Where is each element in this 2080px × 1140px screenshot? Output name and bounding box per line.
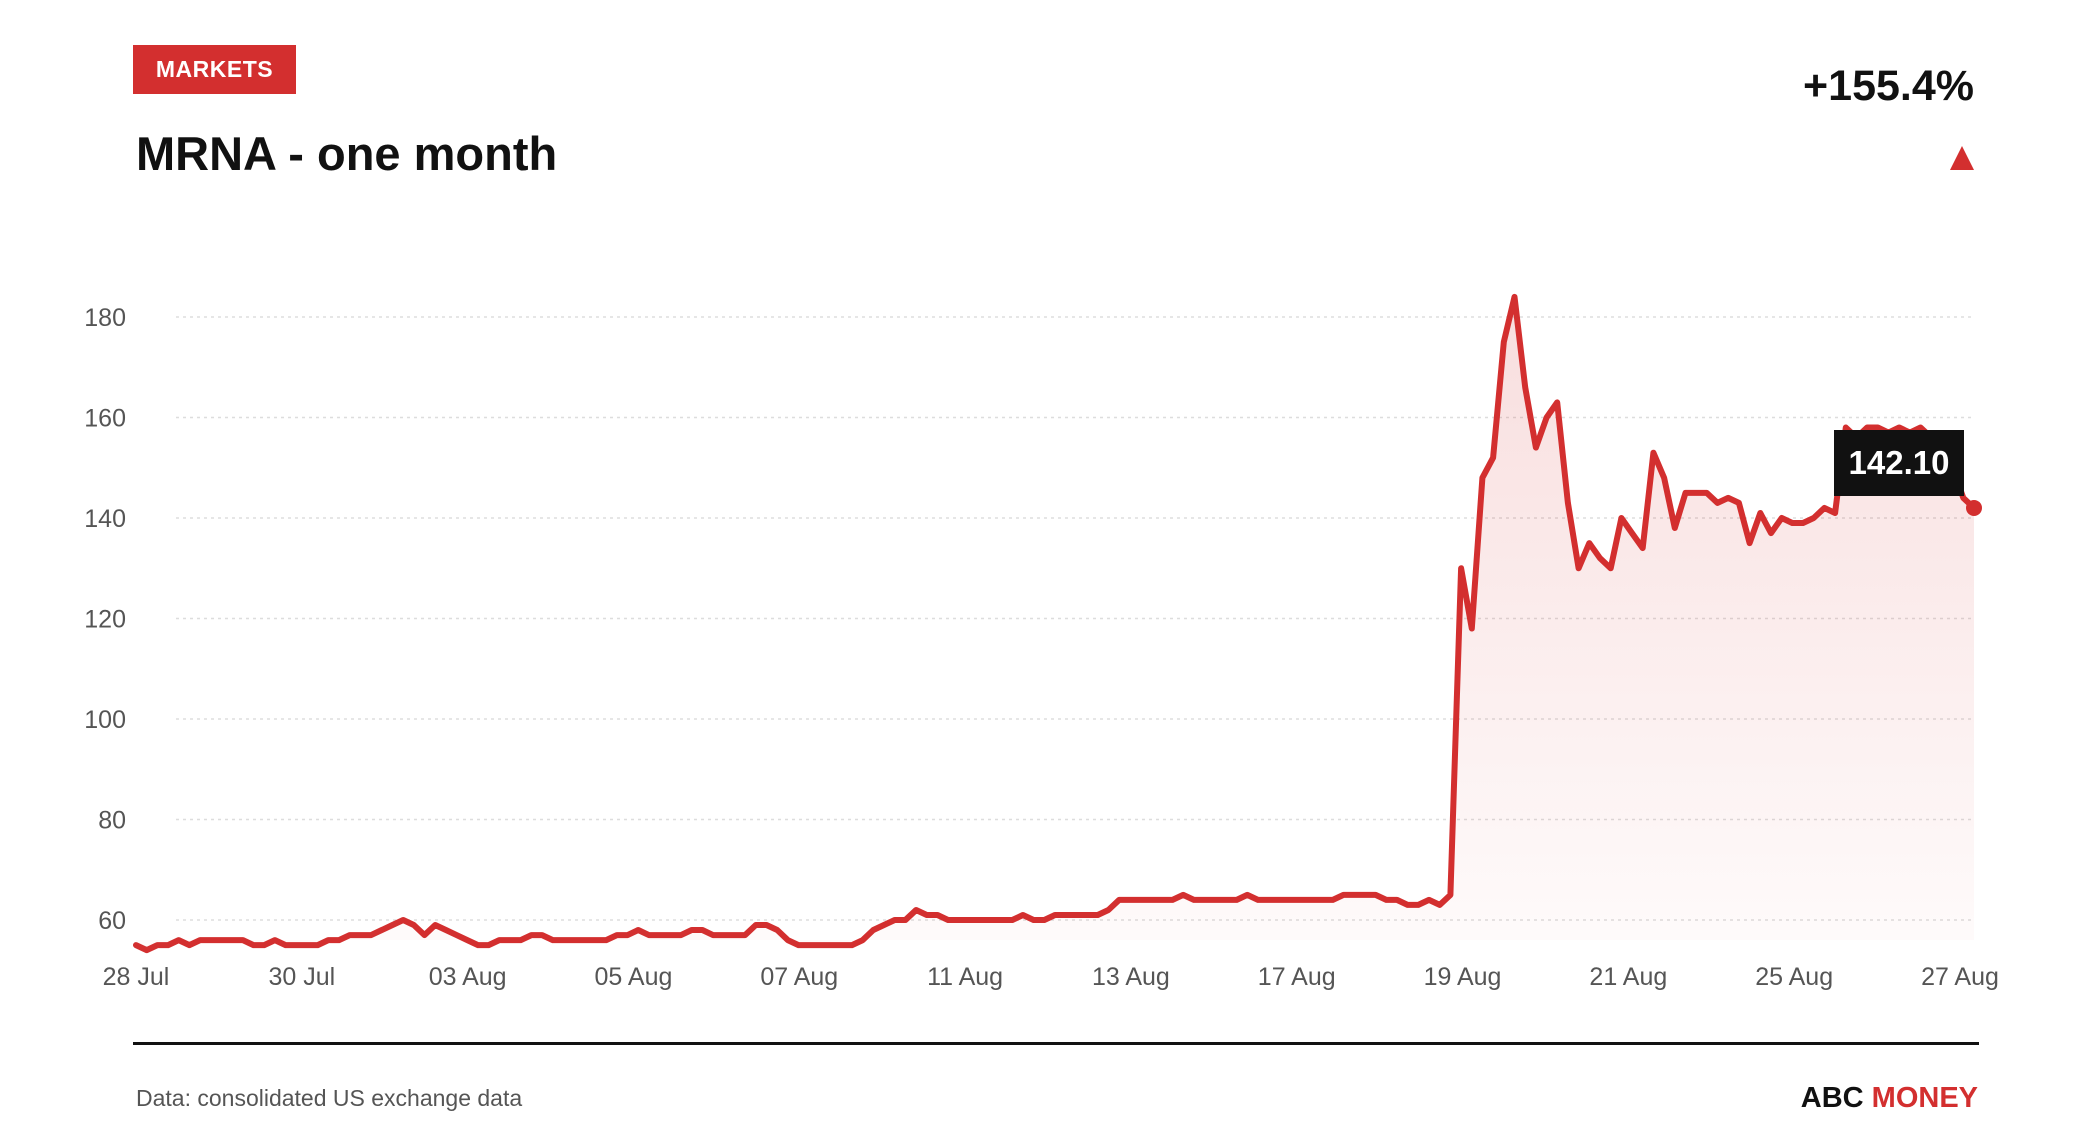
y-tick-label: 60 bbox=[98, 907, 126, 935]
footer-rule bbox=[133, 1042, 1979, 1045]
brand-part-2: MONEY bbox=[1871, 1082, 1978, 1114]
data-source: Data: consolidated US exchange data bbox=[136, 1085, 523, 1111]
price-line bbox=[133, 293, 1977, 954]
x-tick-label: 28 Jul bbox=[103, 963, 170, 991]
y-tick-label: 80 bbox=[98, 807, 126, 835]
x-tick-label: 27 Aug bbox=[1921, 963, 1999, 991]
last-point-marker bbox=[1966, 499, 1982, 516]
percent-change: +155.4% bbox=[1803, 62, 1974, 110]
x-tick-label: 30 Jul bbox=[268, 963, 335, 991]
brand-logo: ABC MONEY bbox=[1801, 1082, 1978, 1115]
y-tick-label: 180 bbox=[84, 304, 126, 332]
x-tick-label: 25 Aug bbox=[1755, 963, 1833, 991]
x-tick-label: 17 Aug bbox=[1258, 963, 1336, 991]
x-tick-label: 13 Aug bbox=[1092, 963, 1170, 991]
y-tick-label: 120 bbox=[84, 606, 126, 634]
brand-part-1: ABC bbox=[1800, 1082, 1864, 1114]
markets-tag: MARKETS bbox=[133, 45, 296, 94]
y-tick-label: 100 bbox=[84, 706, 126, 734]
x-tick-label: 03 Aug bbox=[429, 963, 507, 991]
last-value-box bbox=[1834, 430, 1964, 496]
x-tick-label: 21 Aug bbox=[1589, 963, 1667, 991]
x-tick-label: 19 Aug bbox=[1424, 963, 1502, 991]
price-area-fill bbox=[136, 296, 1974, 951]
x-tick-label: 07 Aug bbox=[760, 963, 838, 991]
x-tick-label: 05 Aug bbox=[595, 963, 673, 991]
chart-title: MRNA - one month bbox=[136, 127, 558, 180]
up-triangle-icon bbox=[1950, 146, 1974, 170]
last-value-label: 142.10 bbox=[1849, 444, 1950, 481]
x-tick-label: 11 Aug bbox=[927, 963, 1003, 991]
y-tick-label: 140 bbox=[84, 505, 126, 533]
y-tick-label: 160 bbox=[84, 405, 126, 433]
